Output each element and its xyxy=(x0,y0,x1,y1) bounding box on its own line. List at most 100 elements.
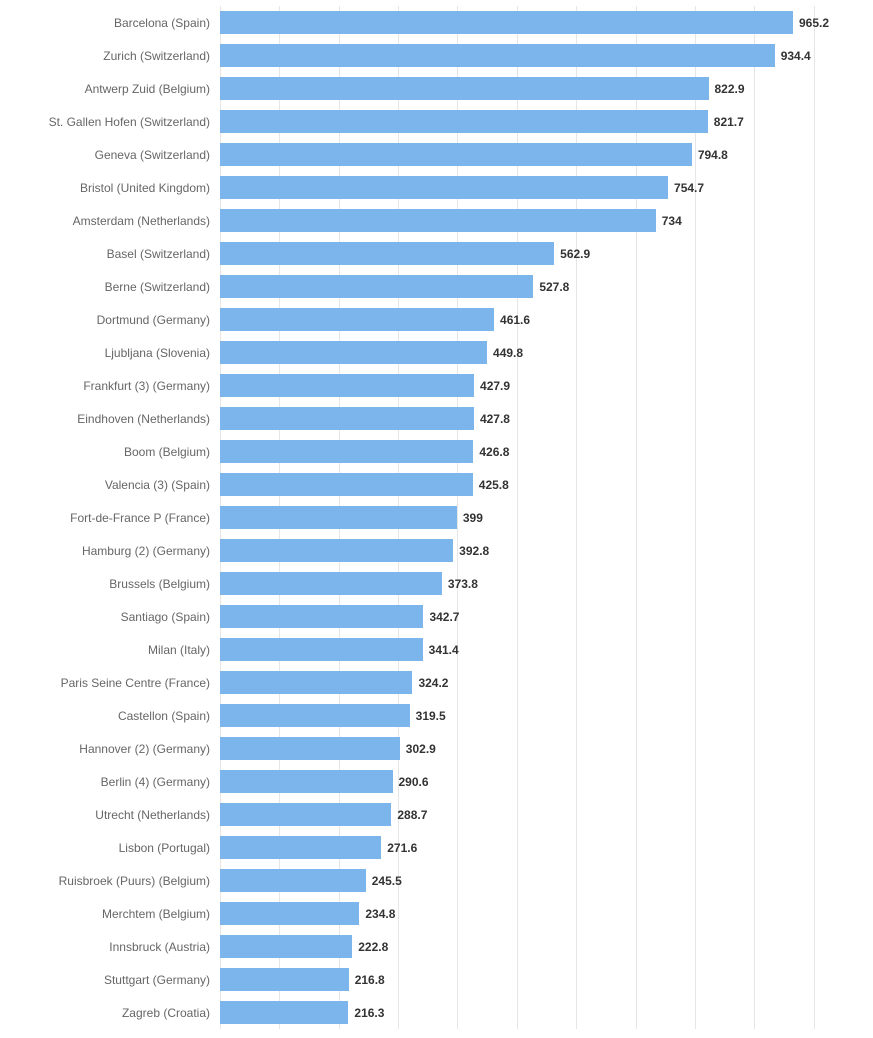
category-label: Utrecht (Netherlands) xyxy=(0,808,220,822)
bar-row: Berne (Switzerland)527.8 xyxy=(0,270,873,303)
bar-track: 216.8 xyxy=(220,963,873,996)
bar-track: 821.7 xyxy=(220,105,873,138)
bar-row: Geneva (Switzerland)794.8 xyxy=(0,138,873,171)
value-label: 427.9 xyxy=(480,379,510,393)
category-label: Zagreb (Croatia) xyxy=(0,1006,220,1020)
bar xyxy=(220,836,381,858)
category-label: Antwerp Zuid (Belgium) xyxy=(0,82,220,96)
bar xyxy=(220,638,423,660)
category-label: Berne (Switzerland) xyxy=(0,280,220,294)
bar-track: 319.5 xyxy=(220,699,873,732)
bar-row: Lisbon (Portugal) 271.6 xyxy=(0,831,873,864)
bar xyxy=(220,473,473,495)
bar-row: Brussels (Belgium) 373.8 xyxy=(0,567,873,600)
bar-track: 449.8 xyxy=(220,336,873,369)
bar xyxy=(220,539,453,561)
bar-row: Merchtem (Belgium) 234.8 xyxy=(0,897,873,930)
bar xyxy=(220,440,473,462)
value-label: 288.7 xyxy=(397,808,427,822)
bar-row: Innsbruck (Austria)222.8 xyxy=(0,930,873,963)
bar-track: 425.8 xyxy=(220,468,873,501)
bar-track: 427.9 xyxy=(220,369,873,402)
bar-track: 341.4 xyxy=(220,633,873,666)
category-label: Lisbon (Portugal) xyxy=(0,841,220,855)
bar xyxy=(220,374,474,396)
bar-row: Santiago (Spain) 342.7 xyxy=(0,600,873,633)
bar xyxy=(220,275,533,297)
bar-row: Ruisbroek (Puurs) (Belgium)245.5 xyxy=(0,864,873,897)
bar xyxy=(220,572,442,594)
category-label: Hamburg (2) (Germany) xyxy=(0,544,220,558)
value-label: 754.7 xyxy=(674,181,704,195)
value-label: 234.8 xyxy=(365,907,395,921)
bar-row: Zagreb (Croatia)216.3 xyxy=(0,996,873,1029)
bar-track: 754.7 xyxy=(220,171,873,204)
category-label: Boom (Belgium) xyxy=(0,445,220,459)
bar-row: Paris Seine Centre (France)324.2 xyxy=(0,666,873,699)
value-label: 271.6 xyxy=(387,841,417,855)
bar-row: Fort-de-France P (France)399 xyxy=(0,501,873,534)
category-label: Brussels (Belgium) xyxy=(0,577,220,591)
category-label: Santiago (Spain) xyxy=(0,610,220,624)
bar-chart: Barcelona (Spain)965.2Zurich (Switzerlan… xyxy=(0,6,873,1038)
category-label: St. Gallen Hofen (Switzerland) xyxy=(0,115,220,129)
category-label: Valencia (3) (Spain) xyxy=(0,478,220,492)
category-label: Barcelona (Spain) xyxy=(0,16,220,30)
category-label: Berlin (4) (Germany) xyxy=(0,775,220,789)
category-label: Dortmund (Germany) xyxy=(0,313,220,327)
bar xyxy=(220,11,793,33)
category-label: Ruisbroek (Puurs) (Belgium) xyxy=(0,874,220,888)
bar xyxy=(220,341,487,363)
bar-track: 373.8 xyxy=(220,567,873,600)
bar-track: 222.8 xyxy=(220,930,873,963)
value-label: 302.9 xyxy=(406,742,436,756)
value-label: 222.8 xyxy=(358,940,388,954)
bar xyxy=(220,110,708,132)
bar-track: 392.8 xyxy=(220,534,873,567)
value-label: 734 xyxy=(662,214,682,228)
value-label: 965.2 xyxy=(799,16,829,30)
bar xyxy=(220,209,656,231)
bar-track: 426.8 xyxy=(220,435,873,468)
value-label: 425.8 xyxy=(479,478,509,492)
bar xyxy=(220,77,709,99)
bar-track: 399 xyxy=(220,501,873,534)
bar-row: Ljubljana (Slovenia) 449.8 xyxy=(0,336,873,369)
bar-track: 302.9 xyxy=(220,732,873,765)
bar-track: 427.8 xyxy=(220,402,873,435)
bar-track: 342.7 xyxy=(220,600,873,633)
bar-row: Barcelona (Spain) 965.2 xyxy=(0,6,873,39)
bar-track: 324.2 xyxy=(220,666,873,699)
category-label: Amsterdam (Netherlands) xyxy=(0,214,220,228)
bar-row: Valencia (3) (Spain) 425.8 xyxy=(0,468,873,501)
category-label: Ljubljana (Slovenia) xyxy=(0,346,220,360)
bar-row: Antwerp Zuid (Belgium)822.9 xyxy=(0,72,873,105)
value-label: 449.8 xyxy=(493,346,523,360)
bar-track: 794.8 xyxy=(220,138,873,171)
bar xyxy=(220,770,393,792)
bar-track: 245.5 xyxy=(220,864,873,897)
value-label: 341.4 xyxy=(429,643,459,657)
value-label: 216.8 xyxy=(355,973,385,987)
bar-track: 461.6 xyxy=(220,303,873,336)
bar xyxy=(220,242,554,264)
bar xyxy=(220,308,494,330)
category-label: Geneva (Switzerland) xyxy=(0,148,220,162)
bar xyxy=(220,605,423,627)
bar-track: 734 xyxy=(220,204,873,237)
category-label: Paris Seine Centre (France) xyxy=(0,676,220,690)
category-label: Eindhoven (Netherlands) xyxy=(0,412,220,426)
bar-row: Amsterdam (Netherlands) 734 xyxy=(0,204,873,237)
value-label: 342.7 xyxy=(429,610,459,624)
bar-track: 822.9 xyxy=(220,72,873,105)
category-label: Fort-de-France P (France) xyxy=(0,511,220,525)
value-label: 426.8 xyxy=(479,445,509,459)
bar-track: 288.7 xyxy=(220,798,873,831)
value-label: 373.8 xyxy=(448,577,478,591)
category-label: Merchtem (Belgium) xyxy=(0,907,220,921)
bar xyxy=(220,902,359,924)
bar-track: 234.8 xyxy=(220,897,873,930)
bar-row: Frankfurt (3) (Germany)427.9 xyxy=(0,369,873,402)
value-label: 319.5 xyxy=(416,709,446,723)
bar xyxy=(220,1001,348,1023)
